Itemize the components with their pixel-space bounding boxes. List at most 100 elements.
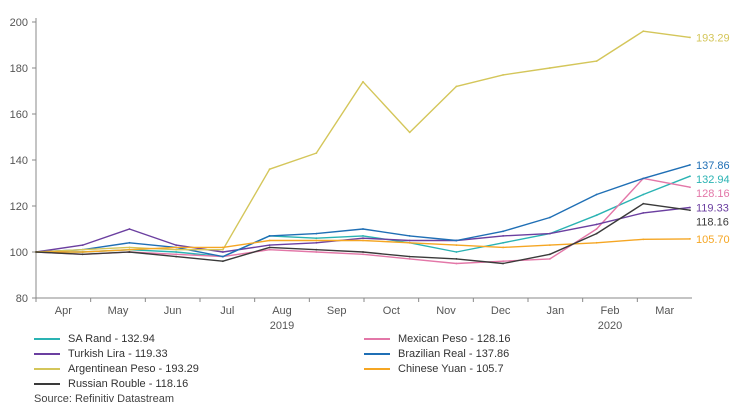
y-tick-label: 120 [10, 201, 28, 213]
data-point [455, 251, 458, 253]
data-point [221, 248, 224, 251]
data-point [81, 248, 84, 251]
line-chart: 80 100 120 140 160 180 200 Apr May Jun Jul Aug Sep O… [10, 17, 730, 330]
y-tick-label: 200 [10, 17, 28, 29]
data-point [35, 251, 37, 253]
data-point [128, 251, 131, 253]
y-axis: 80 100 120 140 160 180 200 [10, 17, 37, 305]
series-end-label: 128.16 [696, 188, 730, 200]
data-point [175, 244, 178, 247]
legend-swatch [364, 353, 390, 355]
data-point [642, 30, 645, 33]
legend-item: SA Rand - 132.94 [34, 333, 155, 345]
x-tick-label: Apr [55, 305, 72, 317]
data-point [221, 246, 224, 249]
legend-swatch [34, 368, 60, 370]
data-point [175, 246, 178, 249]
data-point [408, 241, 411, 244]
data-point [268, 239, 271, 242]
legend-label: Russian Rouble - 118.16 [68, 378, 189, 390]
data-point [642, 238, 645, 241]
data-point [548, 67, 551, 69]
data-point [315, 152, 318, 155]
end-labels: 132.94 128.16 119.33 137.86 193.29 105.70 118.… [696, 32, 730, 245]
data-point [362, 239, 364, 242]
source-note: Source: Refinitiv Datastream [34, 393, 174, 405]
data-point [642, 202, 645, 205]
data-point [689, 164, 691, 166]
x-tick-label: Oct [383, 305, 400, 317]
data-point [548, 216, 551, 219]
x-tick-label: Sep [327, 305, 347, 317]
series-line [35, 30, 691, 253]
data-point [548, 232, 551, 235]
data-point [455, 85, 458, 88]
series-line [35, 177, 691, 265]
data-point [128, 241, 131, 244]
x-tick-label: Nov [436, 305, 456, 317]
data-point [642, 193, 645, 196]
data-point [548, 244, 551, 247]
data-point [268, 235, 271, 237]
data-point [689, 237, 691, 240]
data-point [595, 60, 598, 62]
legend-label: Brazilian Real - 137.86 [398, 348, 510, 360]
data-point [689, 175, 691, 178]
data-point [268, 246, 271, 249]
legend-item: Turkish Lira - 119.33 [34, 348, 168, 360]
data-point [362, 251, 364, 253]
data-point [81, 244, 84, 247]
data-point [315, 248, 318, 251]
y-tick-label: 100 [10, 247, 28, 259]
data-point [548, 253, 551, 256]
x-axis: Apr May Jun Jul Aug Sep Oct Nov Dec Jan Feb Mar 2019… [35, 297, 692, 330]
data-point [175, 248, 178, 251]
data-point [502, 246, 505, 249]
data-point [595, 214, 598, 217]
data-point [221, 251, 224, 253]
legend-item: Brazilian Real - 137.86 [364, 348, 509, 360]
data-point [362, 237, 364, 240]
data-point [595, 223, 598, 226]
x-tick-label: Jul [220, 305, 234, 317]
data-point [362, 228, 364, 230]
series-end-label: 119.33 [696, 203, 729, 215]
data-point [408, 239, 411, 242]
data-point [455, 262, 458, 265]
data-point [408, 255, 411, 258]
data-point [502, 235, 505, 237]
data-point [128, 248, 131, 251]
data-point [128, 246, 131, 249]
data-point [595, 241, 598, 244]
data-point [502, 74, 505, 76]
data-point [408, 235, 411, 237]
legend-item: Chinese Yuan - 105.7 [364, 363, 504, 375]
x-tick-label: Feb [601, 305, 620, 317]
data-point [175, 255, 178, 258]
legend-label: Mexican Peso - 128.16 [398, 333, 511, 345]
legend-item: Argentinean Peso - 193.29 [34, 363, 199, 375]
data-point [268, 248, 271, 251]
legend-label: SA Rand - 132.94 [68, 333, 155, 345]
data-point [81, 251, 84, 253]
data-point [315, 237, 318, 240]
data-point [502, 230, 505, 233]
data-point [221, 255, 224, 258]
x-tick-label: Jan [546, 305, 564, 317]
data-point [642, 212, 645, 214]
legend-swatch [364, 338, 390, 340]
legend-item: Mexican Peso - 128.16 [364, 333, 511, 345]
x-tick-label: May [108, 305, 129, 317]
data-point [642, 177, 645, 180]
data-point [689, 186, 691, 189]
legend-label: Chinese Yuan - 105.7 [398, 363, 504, 375]
data-point [175, 253, 178, 256]
data-point [315, 251, 318, 253]
legend-label: Turkish Lira - 119.33 [68, 348, 168, 360]
series-layer [35, 30, 691, 265]
x-tick-label: Dec [491, 305, 511, 317]
legend-item: Russian Rouble - 118.16 [34, 378, 188, 390]
data-point [175, 251, 178, 253]
data-point [689, 209, 691, 212]
series-end-label: 118.16 [696, 217, 729, 229]
